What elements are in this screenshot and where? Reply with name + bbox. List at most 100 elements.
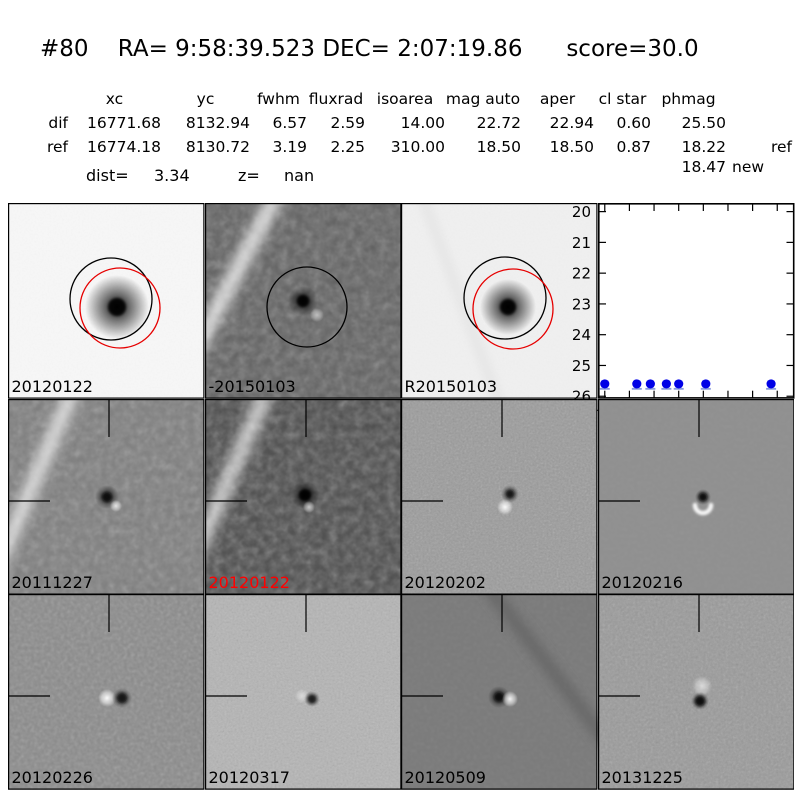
col-header-aper: aper bbox=[539, 90, 576, 108]
table-cell: 14.00 bbox=[400, 114, 445, 132]
cutout-label: 20120122 bbox=[12, 377, 93, 396]
data-point bbox=[673, 379, 683, 389]
cutout-label: -20150103 bbox=[208, 377, 295, 396]
col-header-mag-auto: mag auto bbox=[445, 90, 521, 108]
cutout-label: 20120216 bbox=[601, 573, 682, 592]
data-point bbox=[700, 379, 710, 389]
cutout-image: R20150103 bbox=[401, 203, 598, 399]
bright-spot bbox=[98, 689, 116, 708]
table-cell: 6.57 bbox=[272, 114, 307, 132]
row-label: ref bbox=[46, 138, 68, 156]
red-circle-annotation bbox=[79, 267, 161, 349]
table-cell: 3.19 bbox=[272, 138, 307, 156]
table-cell: 8132.94 bbox=[185, 114, 250, 132]
errorbar-cap bbox=[599, 387, 610, 390]
table-cell: 25.50 bbox=[681, 114, 726, 132]
y-tick-label: 22 bbox=[571, 265, 590, 283]
dist-label: dist= bbox=[86, 166, 129, 185]
table-cell-suffix: ref bbox=[770, 138, 792, 156]
bright-crescent bbox=[692, 502, 713, 515]
figure-title: #80 RA= 9:58:39.523 DEC= 2:07:19.86 scor… bbox=[40, 36, 699, 62]
table-cell: 16774.18 bbox=[87, 138, 161, 156]
bright-spot bbox=[309, 308, 324, 322]
cutout-image: 20120317 bbox=[204, 594, 401, 790]
panel-frame bbox=[204, 203, 401, 399]
panel-frame bbox=[597, 594, 794, 790]
image-streak bbox=[486, 594, 598, 740]
panel-frame bbox=[401, 203, 598, 399]
errorbar-cap bbox=[765, 387, 776, 390]
image-streak bbox=[8, 398, 77, 559]
table-cell: 18.50 bbox=[476, 138, 521, 156]
panel-frame bbox=[204, 594, 401, 790]
image-streak bbox=[204, 203, 281, 349]
table-cell: 22.72 bbox=[476, 114, 521, 132]
errorbar-cap bbox=[631, 387, 642, 390]
errorbar-cap bbox=[660, 387, 671, 390]
bright-spot bbox=[110, 499, 122, 512]
col-header-fwhm: fwhm bbox=[257, 90, 300, 108]
errorbar-cap bbox=[700, 387, 711, 390]
y-tick-label: 20 bbox=[571, 203, 590, 221]
cutout-image: 20120122 bbox=[204, 398, 401, 595]
y-tick-label: 24 bbox=[571, 326, 590, 344]
table-cell: 8130.72 bbox=[185, 138, 250, 156]
panel-frame bbox=[597, 398, 794, 595]
table-row-ref: ref 16774.18 8130.72 3.19 2.25 310.00 18… bbox=[0, 138, 792, 156]
col-header-fluxrad: fluxrad bbox=[308, 90, 364, 108]
y-tick-label: 23 bbox=[571, 295, 590, 313]
table-cell: 22.94 bbox=[549, 114, 594, 132]
table-cell: 2.59 bbox=[330, 114, 365, 132]
bright-spot bbox=[691, 676, 712, 697]
data-point bbox=[661, 379, 671, 389]
cutout-image: 20120509 bbox=[401, 594, 598, 790]
table-cell: 0.60 bbox=[616, 114, 651, 132]
table-row-dif: dif 16771.68 8132.94 6.57 2.59 14.00 22.… bbox=[0, 114, 792, 132]
cutout-label: R20150103 bbox=[405, 377, 498, 396]
cutout-label: 20120202 bbox=[405, 573, 486, 592]
data-point bbox=[631, 379, 641, 389]
table-cell: 2.25 bbox=[330, 138, 365, 156]
table-cell: 18.22 bbox=[681, 138, 726, 156]
cutout-image: 20120216 bbox=[597, 398, 794, 595]
table-cell: 18.50 bbox=[549, 138, 594, 156]
cutout-image: 20111227 bbox=[8, 398, 205, 595]
table-cell: 0.87 bbox=[616, 138, 651, 156]
table-cell: 16771.68 bbox=[87, 114, 161, 132]
col-header-xc: xc bbox=[105, 90, 124, 108]
col-header-isoarea: isoarea bbox=[376, 90, 434, 108]
cutout-label: 20131225 bbox=[601, 768, 682, 787]
cutout-label: 20120317 bbox=[208, 768, 289, 787]
black-circle-annotation bbox=[463, 256, 547, 340]
bright-spot bbox=[302, 500, 315, 513]
redshift-label: z= bbox=[238, 166, 260, 185]
cutout-image: 20120122 bbox=[8, 203, 205, 399]
cutout-label: 20111227 bbox=[12, 573, 93, 592]
cutout-image: 20131225 bbox=[597, 594, 794, 790]
image-streak bbox=[420, 203, 502, 399]
y-tick-label: 21 bbox=[571, 234, 590, 252]
cutout-label: 20120226 bbox=[12, 768, 93, 787]
col-header-yc: yc bbox=[196, 90, 215, 108]
data-point bbox=[599, 379, 609, 389]
panel-frame bbox=[401, 594, 598, 790]
black-circle-annotation bbox=[265, 266, 348, 348]
panel-frame bbox=[8, 398, 205, 595]
errorbar-cap bbox=[644, 387, 655, 390]
col-header-phmag: phmag bbox=[661, 90, 716, 108]
table-cell: 310.00 bbox=[390, 138, 445, 156]
panel-frame bbox=[8, 594, 205, 790]
cutout-label: 20120122 bbox=[208, 573, 289, 592]
bright-spot bbox=[502, 691, 518, 708]
plot-frame bbox=[597, 203, 794, 399]
cutout-image: 20120202 bbox=[401, 398, 598, 595]
col-header-cl-star: cl star bbox=[598, 90, 647, 108]
dist-value: 3.34 bbox=[154, 166, 190, 185]
black-circle-annotation bbox=[69, 257, 153, 341]
panel-frame bbox=[204, 398, 401, 595]
phmag-new-suffix: new bbox=[732, 158, 765, 176]
y-tick-label: 25 bbox=[571, 357, 590, 375]
panel-frame bbox=[8, 203, 205, 399]
